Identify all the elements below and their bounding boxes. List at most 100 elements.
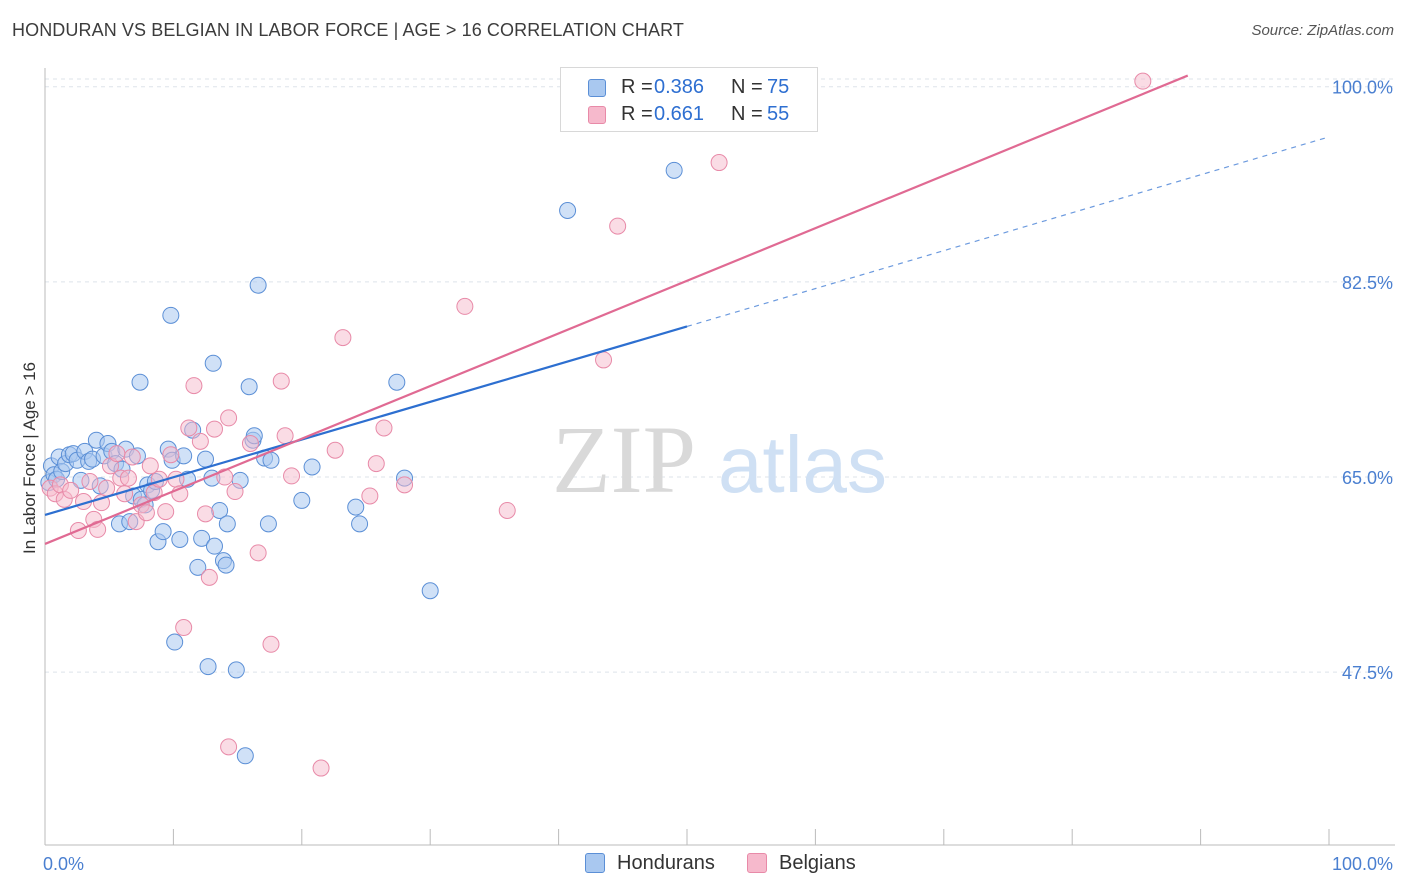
honduran-point	[154, 523, 172, 541]
y-tick-label: 65.0%	[1342, 468, 1393, 488]
belgian-point	[157, 503, 175, 521]
honduran-point	[240, 378, 258, 396]
y-axis-title: In Labor Force | Age > 16	[20, 362, 39, 554]
legend-label-belgians: Belgians	[779, 852, 856, 874]
belgian-point	[81, 472, 99, 490]
honduran-point	[193, 529, 211, 547]
belgian-point	[197, 505, 214, 523]
honduran-point	[421, 582, 439, 600]
honduran-point	[665, 161, 683, 179]
honduran-point	[199, 658, 217, 676]
honduran-point	[197, 450, 214, 468]
source-label: Source: ZipAtlas.com	[1251, 22, 1394, 39]
belgian-swatch	[747, 853, 767, 873]
honduran-point	[205, 537, 223, 555]
watermark: ZIP atlas	[552, 406, 887, 513]
honduran-point	[236, 747, 254, 765]
watermark-atlas: atlas	[718, 420, 887, 509]
honduran-point	[293, 491, 311, 509]
honduran-point	[559, 202, 577, 220]
honduran-point	[204, 354, 222, 372]
belgian-point	[334, 329, 352, 347]
honduran-point	[388, 373, 406, 391]
belgian-point	[262, 635, 280, 653]
belgian-point	[108, 445, 126, 463]
honduran-point	[131, 373, 149, 391]
belgian-point	[498, 501, 516, 519]
belgian-swatch	[588, 106, 606, 124]
belgian-point	[226, 483, 244, 501]
honduran-point	[171, 530, 189, 548]
belgian-point	[456, 297, 474, 315]
belgian-trend-line	[44, 74, 1189, 545]
series-legend: Hondurans Belgians	[0, 851, 1406, 877]
honduran-point	[351, 515, 369, 533]
belgian-point	[175, 619, 193, 637]
belgian-point	[710, 154, 728, 172]
belgian-point	[312, 759, 330, 777]
chart-title: HONDURAN VS BELGIAN IN LABOR FORCE | AGE…	[12, 20, 684, 40]
r-value: 0.661	[654, 103, 705, 125]
legend-row-hondurans: R = 0.386 N = 75	[561, 74, 817, 101]
belgian-point	[137, 504, 155, 522]
honduran-swatch	[585, 853, 605, 873]
x-tick-label: 0.0%	[43, 854, 84, 874]
belgian-point	[1134, 72, 1152, 90]
r-value: 0.386	[654, 76, 705, 98]
belgian-point	[595, 351, 613, 369]
n-label: N =	[731, 103, 763, 125]
belgian-point	[609, 217, 627, 235]
belgian-point	[141, 457, 159, 475]
honduran-swatch	[588, 79, 606, 97]
legend-label-hondurans: Hondurans	[617, 852, 715, 874]
belgian-point	[220, 738, 238, 756]
n-label: N =	[731, 76, 763, 98]
belgian-point	[123, 448, 141, 466]
belgian-point	[205, 420, 223, 438]
n-value: 75	[767, 76, 790, 98]
belgian-point	[272, 372, 290, 390]
honduran-point	[166, 633, 184, 651]
belgian-point	[200, 568, 218, 586]
trend-lines	[44, 74, 1330, 545]
tick-labels: 47.5% 65.0% 82.5% 100.0% 0.0% 100.0%	[43, 78, 1393, 874]
y-tick-label: 82.5%	[1342, 273, 1393, 293]
belgian-point	[98, 479, 116, 497]
belgian-point	[249, 544, 267, 562]
legend-row-belgians: R = 0.661 N = 55	[561, 101, 817, 128]
belgian-point	[326, 441, 344, 459]
y-tick-label: 47.5%	[1342, 663, 1393, 683]
x-tick-label: 100.0%	[1332, 854, 1393, 874]
n-value: 55	[767, 103, 790, 125]
belgian-point	[185, 377, 203, 395]
honduran-point	[227, 661, 245, 679]
belgian-point	[375, 419, 393, 437]
r-label: R =	[621, 76, 653, 98]
honduran-trend-line	[44, 325, 688, 516]
belgian-point	[191, 432, 209, 450]
belgian-point	[283, 467, 301, 485]
belgian-point	[396, 476, 414, 494]
honduran-trend-extension	[686, 136, 1330, 328]
honduran-point	[249, 276, 267, 294]
belgian-point	[220, 409, 238, 427]
r-label: R =	[621, 103, 653, 125]
honduran-point	[259, 515, 277, 533]
correlation-legend: R = 0.386 N = 75 R = 0.661 N = 55	[560, 67, 818, 132]
belgian-point	[180, 419, 198, 437]
honduran-point	[162, 306, 180, 324]
honduran-point	[303, 458, 321, 476]
honduran-point	[218, 515, 236, 533]
belgian-point	[361, 487, 379, 505]
honduran-point	[347, 498, 365, 516]
belgian-point	[276, 427, 294, 445]
axes	[44, 68, 1395, 846]
belgian-point	[241, 435, 259, 453]
honduran-point	[217, 556, 235, 574]
belgian-point	[162, 446, 180, 464]
y-tick-label: 100.0%	[1332, 78, 1393, 98]
watermark-zip: ZIP	[552, 406, 696, 513]
belgian-point	[119, 469, 137, 487]
honduran-point	[189, 558, 207, 576]
